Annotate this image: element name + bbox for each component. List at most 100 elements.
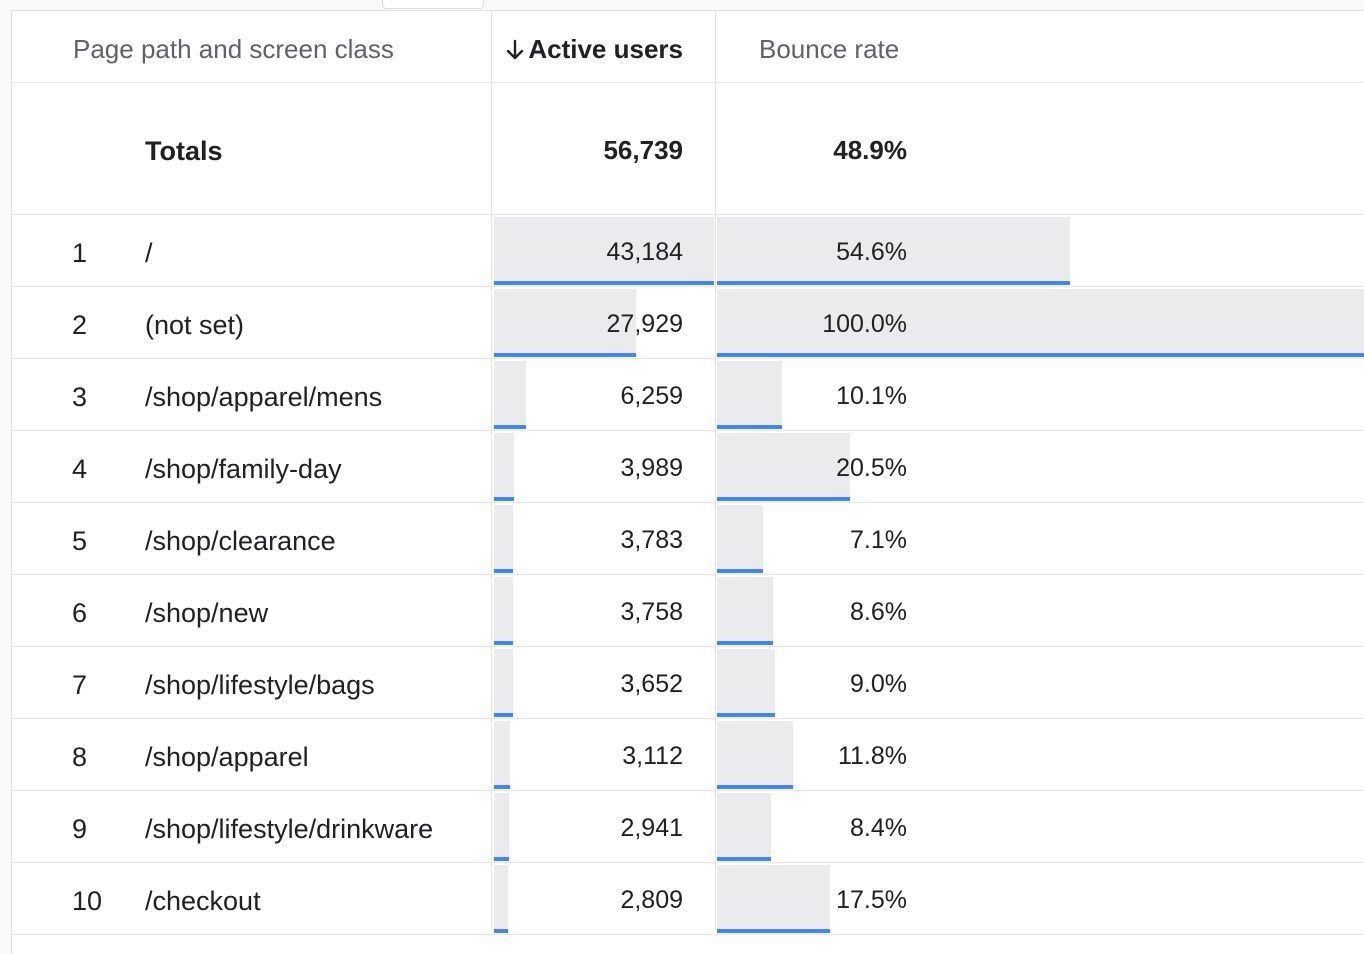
bounce-rate-bar-line (717, 929, 830, 933)
active-users-bar (494, 865, 508, 933)
row-bounce-rate: 9.0% (850, 670, 907, 698)
row-rank: 8 (72, 742, 88, 772)
row-active-users: 2,809 (620, 886, 683, 914)
row-page-path[interactable]: /shop/lifestyle/bags (145, 670, 375, 700)
table-row[interactable] (11, 359, 1364, 431)
header-active-users[interactable]: Active users (504, 34, 683, 65)
active-users-bar-line (494, 857, 509, 861)
bounce-rate-bar (717, 217, 1070, 285)
table-row[interactable] (11, 215, 1364, 287)
row-page-path[interactable]: /shop/new (145, 598, 269, 628)
row-rank: 6 (72, 598, 88, 628)
row-bounce-rate: 54.6% (836, 238, 907, 266)
bounce-rate-bar (717, 433, 850, 501)
row-rank: 4 (72, 454, 88, 484)
row-rank: 5 (72, 526, 88, 556)
bounce-rate-bar (717, 289, 1364, 357)
row-rank: 7 (72, 670, 88, 700)
column-divider (715, 10, 716, 930)
active-users-bar (494, 649, 513, 717)
row-page-path[interactable]: /shop/apparel/mens (145, 382, 383, 412)
row-bounce-rate: 17.5% (836, 886, 907, 914)
row-page-path[interactable]: /shop/lifestyle/drinkware (145, 814, 434, 844)
active-users-bar-line (494, 353, 636, 357)
active-users-bar (494, 361, 526, 429)
bounce-rate-bar (717, 721, 793, 789)
row-active-users: 6,259 (620, 382, 683, 410)
active-users-bar (494, 577, 513, 645)
row-bounce-rate: 100.0% (822, 310, 907, 338)
row-page-path[interactable]: (not set) (145, 310, 245, 340)
tab-edge[interactable] (382, 0, 484, 9)
table-row[interactable] (11, 287, 1364, 359)
header-bounce-rate[interactable]: Bounce rate (759, 34, 900, 64)
row-active-users: 3,989 (620, 454, 683, 482)
row-rank: 2 (72, 310, 88, 340)
table-row[interactable] (11, 575, 1364, 647)
active-users-bar (494, 433, 514, 501)
report-table (11, 10, 1364, 954)
row-active-users: 2,941 (620, 814, 683, 842)
table-row[interactable] (11, 431, 1364, 503)
active-users-bar (494, 721, 510, 789)
totals-row (11, 83, 1364, 215)
column-divider (491, 10, 492, 930)
bounce-rate-bar (717, 361, 782, 429)
bounce-rate-bar-line (717, 281, 1070, 285)
bounce-rate-bar (717, 649, 775, 717)
row-page-path[interactable]: /shop/family-day (145, 454, 342, 484)
header-page-path[interactable]: Page path and screen class (73, 34, 394, 64)
table-row[interactable] (11, 719, 1364, 791)
arrow-down-icon (507, 39, 524, 59)
row-page-path[interactable]: / (145, 238, 153, 268)
row-bounce-rate: 10.1% (836, 382, 907, 410)
bounce-rate-bar-line (717, 785, 793, 789)
row-bounce-rate: 8.6% (850, 598, 907, 626)
bounce-rate-bar (717, 793, 771, 861)
row-rank: 10 (72, 886, 103, 916)
active-users-bar-line (494, 929, 508, 933)
row-active-users: 43,184 (606, 238, 683, 266)
active-users-bar-line (494, 569, 513, 573)
table-row[interactable] (11, 647, 1364, 719)
bounce-rate-bar (717, 577, 773, 645)
row-active-users: 3,758 (620, 598, 683, 626)
active-users-bar-line (494, 785, 510, 789)
table-header-row (11, 10, 1364, 83)
totals-label: Totals (145, 136, 223, 166)
row-rank: 9 (72, 814, 88, 844)
bounce-rate-bar-line (717, 497, 850, 501)
active-users-bar-line (494, 281, 714, 285)
active-users-bar (494, 217, 714, 285)
row-active-users: 27,929 (606, 310, 683, 338)
active-users-bar (494, 505, 513, 573)
bounce-rate-bar (717, 865, 830, 933)
active-users-bar-line (494, 713, 513, 717)
table-row[interactable] (11, 503, 1364, 575)
active-users-bar-line (494, 425, 526, 429)
bounce-rate-bar (717, 505, 763, 573)
totals-active-users: 56,739 (603, 135, 683, 165)
header-active-users-label: Active users (528, 34, 683, 64)
table-row[interactable] (11, 863, 1364, 935)
bounce-rate-bar-line (717, 425, 782, 429)
row-page-path[interactable]: /shop/clearance (145, 526, 336, 556)
row-bounce-rate: 11.8% (837, 742, 907, 770)
table-row[interactable] (11, 791, 1364, 863)
active-users-bar (494, 793, 509, 861)
row-active-users: 3,652 (620, 670, 683, 698)
active-users-bar-line (494, 641, 513, 645)
bounce-rate-bar-line (717, 353, 1364, 357)
bounce-rate-bar-line (717, 713, 775, 717)
bounce-rate-bar-line (717, 857, 771, 861)
row-bounce-rate: 8.4% (850, 814, 907, 842)
bounce-rate-bar-line (717, 641, 773, 645)
row-rank: 3 (72, 382, 88, 412)
row-page-path[interactable]: /checkout (145, 886, 261, 916)
row-active-users: 3,783 (620, 526, 683, 554)
row-page-path[interactable]: /shop/apparel (145, 742, 309, 772)
active-users-bar (494, 289, 636, 357)
totals-bounce-rate: 48.9% (833, 135, 907, 165)
row-active-users: 3,112 (622, 742, 683, 770)
